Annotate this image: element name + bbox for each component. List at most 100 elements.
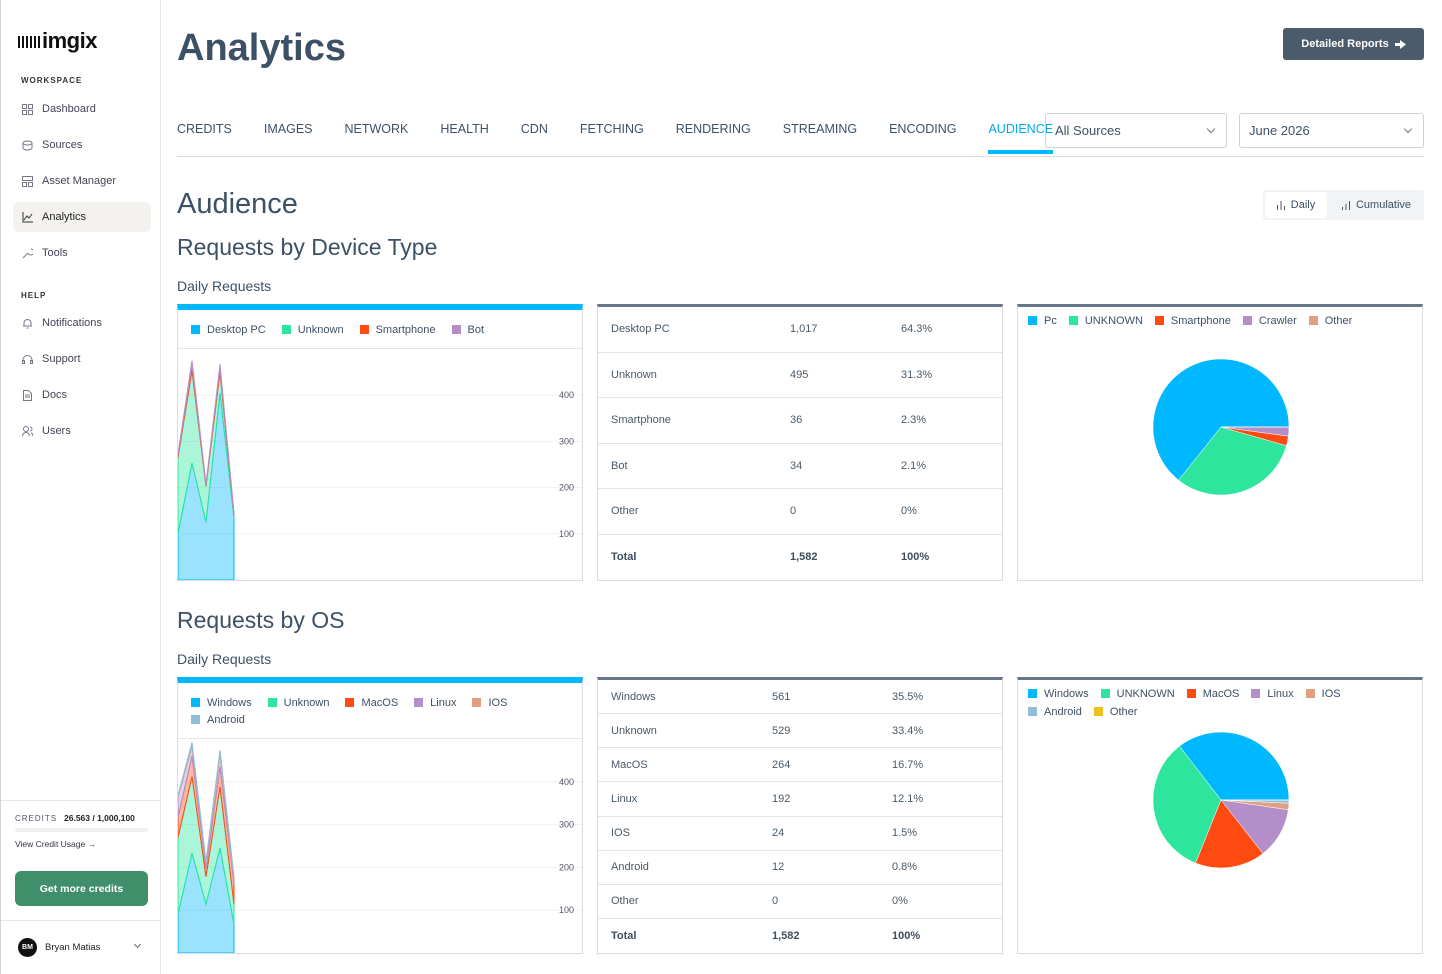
row-count: 0 (790, 505, 797, 518)
toggle-cumulative[interactable]: Cumulative (1331, 192, 1422, 218)
nav-item[interactable]: Sources (13, 130, 151, 160)
row-count: 1,582 (790, 551, 818, 564)
legend-item[interactable]: Unknown (281, 324, 344, 336)
nav-item[interactable]: Tools (13, 238, 151, 268)
row-label: Other (611, 895, 639, 908)
tab[interactable]: ENCODING (889, 122, 957, 136)
row-percent: 100% (892, 929, 921, 942)
logo[interactable]: imgix (18, 28, 97, 54)
nav-item[interactable]: Support (13, 344, 151, 374)
legend-item[interactable]: Smartphone (1154, 315, 1231, 327)
legend-label: Other (1109, 706, 1138, 718)
nav-label: Docs (42, 389, 68, 401)
row-count: 34 (790, 459, 803, 472)
divider (1, 920, 160, 921)
credits-link[interactable]: View Credit Usage → (15, 839, 97, 849)
legend-item[interactable]: IOS (1305, 688, 1341, 700)
toggle-daily[interactable]: Daily (1265, 192, 1327, 218)
legend-item[interactable]: Desktop PC (191, 324, 266, 336)
row-percent: 0% (892, 895, 908, 908)
legend-label: Unknown (297, 324, 344, 336)
tab[interactable]: IMAGES (263, 122, 313, 136)
legend-item[interactable]: Unknown (267, 697, 329, 709)
row-percent: 1.5% (892, 827, 918, 840)
table-row: Smartphone 36 2.3% (598, 398, 1002, 444)
legend-item[interactable]: UNKNOWN (1068, 315, 1143, 327)
table-row: Desktop PC 1,017 64.3% (598, 307, 1002, 353)
nav-item[interactable]: Dashboard (13, 94, 151, 124)
legend-item[interactable]: Windows (1028, 688, 1089, 700)
legend-label: Desktop PC (207, 324, 266, 336)
tab[interactable]: HEALTH (440, 122, 489, 136)
legend-swatch (1251, 689, 1261, 698)
legend-item[interactable]: Android (191, 714, 245, 726)
row-label: Total (611, 929, 637, 942)
legend-item[interactable]: Pc (1028, 315, 1057, 327)
pie-chart (1152, 358, 1290, 496)
detailed-reports-button[interactable]: Detailed Reports (1283, 28, 1424, 60)
tab[interactable]: CREDITS (177, 122, 232, 136)
nav-label: Dashboard (42, 103, 96, 115)
row-count: 0 (772, 895, 779, 908)
tab[interactable]: NETWORK (344, 122, 409, 136)
legend-item[interactable]: Android (1028, 706, 1082, 718)
table-row: MacOS 264 16.7% (598, 748, 1002, 783)
legend-swatch (414, 698, 424, 707)
nav-item[interactable]: Notifications (13, 308, 151, 338)
nav-label: Asset Manager (42, 175, 116, 187)
legend-label: UNKNOWN (1084, 315, 1143, 327)
tab-bar: CREDITS IMAGES NETWORK HEALTH CDN FETCHING REN… (177, 122, 1053, 154)
legend-item[interactable]: Linux (1251, 688, 1294, 700)
nav-label: Analytics (42, 211, 87, 223)
nav-item-active[interactable]: Analytics (13, 202, 151, 232)
legend-swatch (1028, 316, 1037, 325)
row-percent: 31.3% (901, 368, 933, 381)
legend-label: IOS (488, 697, 508, 709)
nav-item[interactable]: Users (13, 416, 151, 446)
page-title: Analytics (177, 27, 346, 69)
legend-item[interactable]: IOS (472, 697, 507, 709)
credits-value: 26.563 / 1,000,100 (64, 813, 135, 823)
credits-button[interactable]: Get more credits (15, 871, 148, 906)
legend-item[interactable]: MacOS (345, 697, 398, 709)
legend-item[interactable]: Crawler (1242, 315, 1297, 327)
row-percent: 64.3% (901, 323, 933, 336)
user-menu-chevron[interactable] (133, 940, 142, 949)
avatar[interactable]: BM (18, 938, 37, 957)
tab[interactable]: AUDIENCE (988, 122, 1053, 154)
y-tick-label: 200 (559, 483, 574, 493)
tab[interactable]: RENDERING (675, 122, 751, 136)
nav-item[interactable]: Asset Manager (13, 166, 151, 196)
legend-item[interactable]: Windows (191, 697, 252, 709)
legend-item[interactable]: Smartphone (359, 324, 436, 336)
tab-divider (177, 156, 1424, 157)
legend-item[interactable]: Other (1093, 706, 1138, 718)
area-chart-panel: Desktop PC Unknown Smartphone Bot 100 200 300 4… (177, 304, 583, 581)
source-select[interactable]: All Sources (1045, 113, 1227, 148)
row-count: 192 (772, 792, 791, 805)
legend-item[interactable]: MacOS (1186, 688, 1239, 700)
table-row: Unknown 495 31.3% (598, 353, 1002, 398)
legend-swatch (472, 698, 482, 707)
section-heading: WORKSPACE (21, 76, 83, 85)
month-select[interactable]: June 2026 (1239, 113, 1424, 148)
table-row: Windows 561 35.5% (598, 680, 1002, 715)
y-tick-label: 400 (559, 777, 574, 787)
tab[interactable]: CDN (520, 122, 548, 136)
legend-item[interactable]: UNKNOWN (1100, 688, 1175, 700)
legend-item[interactable]: Other (1308, 315, 1352, 327)
row-percent: 0.8% (892, 861, 918, 874)
chart-subtitle: Daily Requests (177, 278, 272, 294)
tab[interactable]: STREAMING (782, 122, 858, 136)
row-percent: 35.5% (892, 690, 924, 703)
legend-item[interactable]: Bot (451, 324, 484, 336)
tab[interactable]: FETCHING (579, 122, 644, 136)
nav-item[interactable]: Docs (13, 380, 151, 410)
row-count: 1,582 (772, 929, 800, 942)
user-name[interactable]: Bryan Matias (45, 942, 101, 953)
row-label: Total (611, 551, 637, 564)
legend-label: Linux (430, 697, 457, 709)
legend: Pc UNKNOWN Smartphone Crawler Other (1018, 307, 1422, 327)
legend-item[interactable]: Linux (414, 697, 456, 709)
chart-section-title: Requests by Device Type (177, 234, 438, 260)
